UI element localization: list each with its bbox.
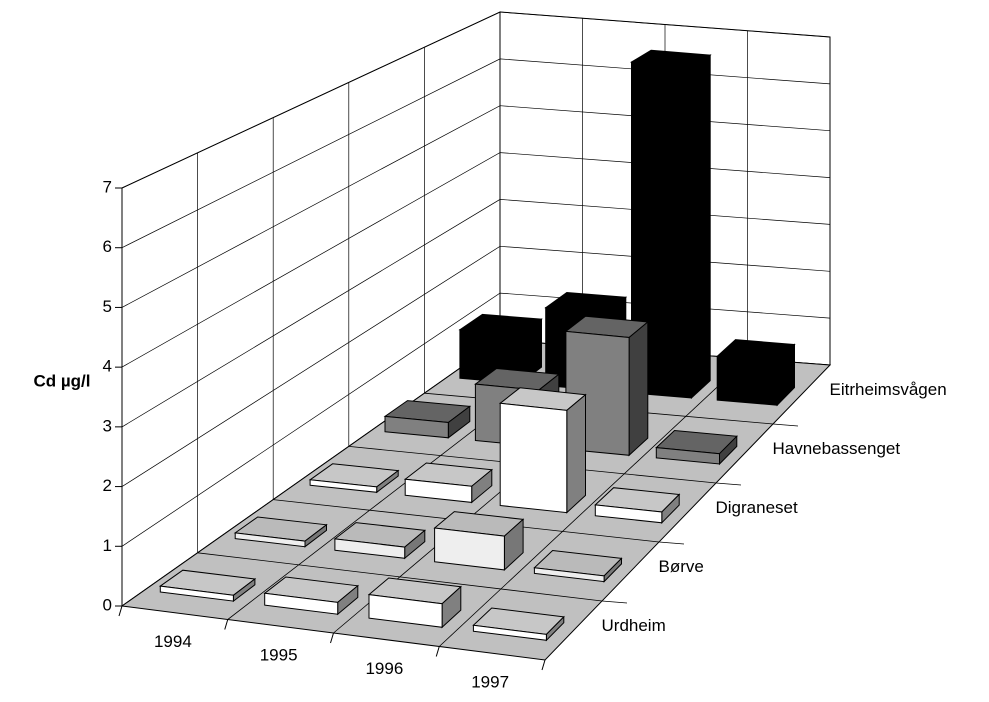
x-tick [330, 632, 334, 644]
bar [498, 387, 587, 514]
bar-front [404, 478, 473, 503]
y-tick-label: 4 [103, 357, 112, 376]
y-tick-label: 3 [103, 416, 112, 435]
grid-line [121, 199, 831, 428]
bar-front [368, 594, 443, 628]
bar-front [631, 61, 692, 399]
bar [383, 400, 472, 439]
series-label: Urdheim [602, 616, 666, 635]
floor-line [348, 446, 742, 486]
bar [158, 569, 257, 603]
bar-side [566, 393, 586, 514]
bar [594, 487, 681, 525]
bar-front [655, 447, 720, 465]
series-label: Eitrheimsvågen [830, 380, 947, 399]
x-tick-label: 1995 [260, 646, 298, 665]
bar [263, 576, 360, 616]
floor-line [273, 499, 685, 545]
x-tick-label: 1997 [471, 673, 509, 692]
y-tick-label: 6 [103, 237, 112, 256]
bar [308, 463, 400, 494]
bar-front [309, 479, 378, 493]
x-tick [118, 605, 123, 617]
x-tick [224, 619, 229, 630]
bar [629, 49, 712, 400]
bar-front [334, 538, 406, 559]
bar [533, 549, 623, 583]
y-tick-label: 0 [103, 595, 112, 614]
grid-line [121, 245, 831, 487]
bar [433, 511, 525, 572]
grid-line [121, 105, 831, 308]
bar-front [434, 527, 505, 571]
y-tick-label: 7 [103, 177, 112, 196]
bar-front [159, 585, 234, 602]
bar [367, 577, 462, 629]
bar [472, 607, 565, 642]
bar [716, 339, 796, 407]
bar-front [499, 402, 568, 514]
grid-line [121, 58, 831, 249]
bar-front [234, 532, 306, 548]
y-axis-label: Cd µg/l [33, 371, 90, 390]
y-tick-label: 2 [103, 476, 112, 495]
series-label: Digraneset [716, 498, 798, 517]
x-tick-label: 1994 [154, 632, 192, 651]
x-tick-label: 1996 [365, 659, 403, 678]
x-tick [435, 646, 440, 657]
bar-side [691, 54, 711, 400]
floor-line [197, 552, 628, 604]
series-label: Havnebassenget [773, 439, 901, 458]
bar-front [264, 592, 339, 615]
y-tick-label: 1 [103, 536, 112, 555]
bar-front [472, 624, 547, 641]
bar [655, 429, 738, 466]
bar-side [628, 320, 649, 457]
grid-line [121, 11, 831, 189]
bar-front [716, 355, 778, 406]
x-tick [541, 659, 546, 671]
grid-line [121, 152, 831, 368]
grid-line [121, 292, 831, 547]
bar-front [384, 415, 449, 439]
y-tick-label: 5 [103, 297, 112, 316]
bar [403, 462, 494, 504]
floor-line [438, 358, 748, 647]
bar-front [594, 504, 663, 524]
bar-front [533, 567, 605, 583]
series-label: Børve [659, 557, 704, 576]
bar [233, 516, 328, 548]
bar [333, 522, 427, 560]
